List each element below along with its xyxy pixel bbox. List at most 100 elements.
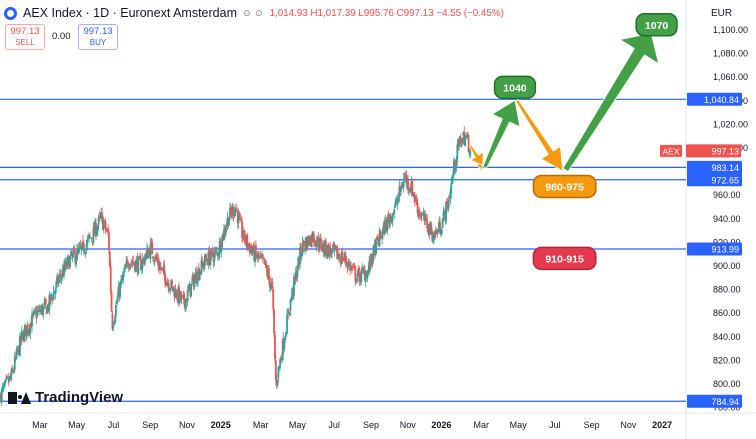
candle-body [408, 189, 410, 191]
candle [318, 234, 321, 252]
candle-body [140, 265, 143, 271]
candle [228, 216, 231, 226]
candle-body [73, 248, 76, 253]
ohlc-low: L995.76 [358, 7, 394, 19]
candle [393, 207, 396, 220]
candle-body [347, 262, 350, 267]
candle [241, 217, 243, 243]
candle [38, 304, 40, 309]
candle-body [358, 272, 361, 282]
candle-body [331, 248, 333, 254]
more-options-icon[interactable]: ⊙ ⊙ [242, 7, 264, 18]
candle-body [394, 203, 396, 208]
candle-body [228, 219, 231, 226]
candle-body [238, 215, 241, 218]
candle-body [329, 247, 332, 253]
candle [104, 218, 107, 234]
candle-body [426, 218, 428, 229]
candle-body [109, 266, 112, 292]
candle [215, 246, 218, 255]
candle-body [122, 272, 125, 277]
y-tick-label: 840.00 [713, 332, 741, 342]
candle [59, 268, 62, 284]
candle-body [378, 230, 381, 247]
x-tick-label: Mar [474, 420, 490, 430]
candle-body [169, 288, 172, 290]
candle-body [250, 246, 253, 252]
candle-body [439, 221, 441, 233]
candle [77, 242, 80, 256]
sell-button[interactable]: 997.13 SELL [5, 24, 45, 50]
buy-button[interactable]: 997.13 BUY [78, 24, 118, 50]
candle [97, 214, 100, 230]
candle [351, 263, 354, 272]
currency-label[interactable]: EUR [711, 8, 733, 19]
candle-body [407, 178, 409, 189]
candle [204, 253, 206, 270]
candle-body [422, 212, 425, 216]
orange-projection-arrow [468, 144, 484, 166]
candle-body [301, 241, 304, 255]
candle-body [281, 339, 284, 361]
candle-body [459, 138, 462, 145]
candle-body [283, 341, 286, 350]
candle-body [201, 262, 204, 264]
candle-body [277, 366, 280, 378]
candle-body [166, 282, 169, 283]
candle-body [357, 268, 360, 271]
candle-body [82, 240, 84, 242]
candle-body [388, 217, 391, 226]
candle [331, 248, 333, 258]
candle [246, 232, 249, 252]
candle-body [6, 376, 8, 378]
chart-title[interactable]: AEX Index · 1D · Euronext Amsterdam [23, 6, 237, 20]
candle-body [290, 297, 293, 301]
candle-body [372, 245, 375, 261]
candle [132, 255, 135, 267]
candle-body [211, 249, 214, 257]
candle-body [52, 291, 55, 301]
annotation-box [532, 174, 597, 199]
candle-body [246, 235, 249, 248]
candle-body [243, 230, 246, 242]
candle-body [186, 290, 189, 302]
candle-body [88, 234, 90, 239]
candle-body [240, 218, 243, 222]
candle-body [257, 251, 260, 258]
candle [42, 306, 45, 320]
candle-body [100, 212, 103, 219]
candle-body [33, 309, 36, 311]
candle [273, 307, 275, 339]
green-projection-arrow [482, 99, 521, 169]
tradingview-logo[interactable]: TradingView [8, 389, 123, 406]
candle-body [319, 238, 322, 240]
annotation-label: 1070 [645, 20, 669, 32]
candle-body [221, 235, 224, 248]
candle [276, 379, 279, 388]
candle-body [12, 371, 14, 373]
candle-body [123, 267, 126, 273]
candle-body [89, 237, 92, 239]
candle-body [237, 213, 240, 224]
candle [181, 295, 184, 298]
candle [283, 338, 286, 352]
candle-body [12, 369, 15, 372]
candle-body [450, 183, 453, 194]
candle [98, 211, 101, 222]
candle [82, 234, 84, 243]
candle [299, 243, 302, 259]
candle [391, 212, 394, 227]
candle-body [271, 282, 274, 288]
level-price-label: 972.65 [711, 175, 739, 185]
candle-body [448, 199, 451, 201]
candle-body [268, 276, 271, 288]
candle-body [445, 201, 447, 222]
candle-body [241, 221, 243, 238]
candle-body [455, 158, 458, 168]
candle-body [183, 293, 186, 305]
candle [123, 264, 126, 274]
candle-body [38, 307, 40, 308]
candle-body [13, 356, 16, 370]
candle [308, 235, 311, 245]
